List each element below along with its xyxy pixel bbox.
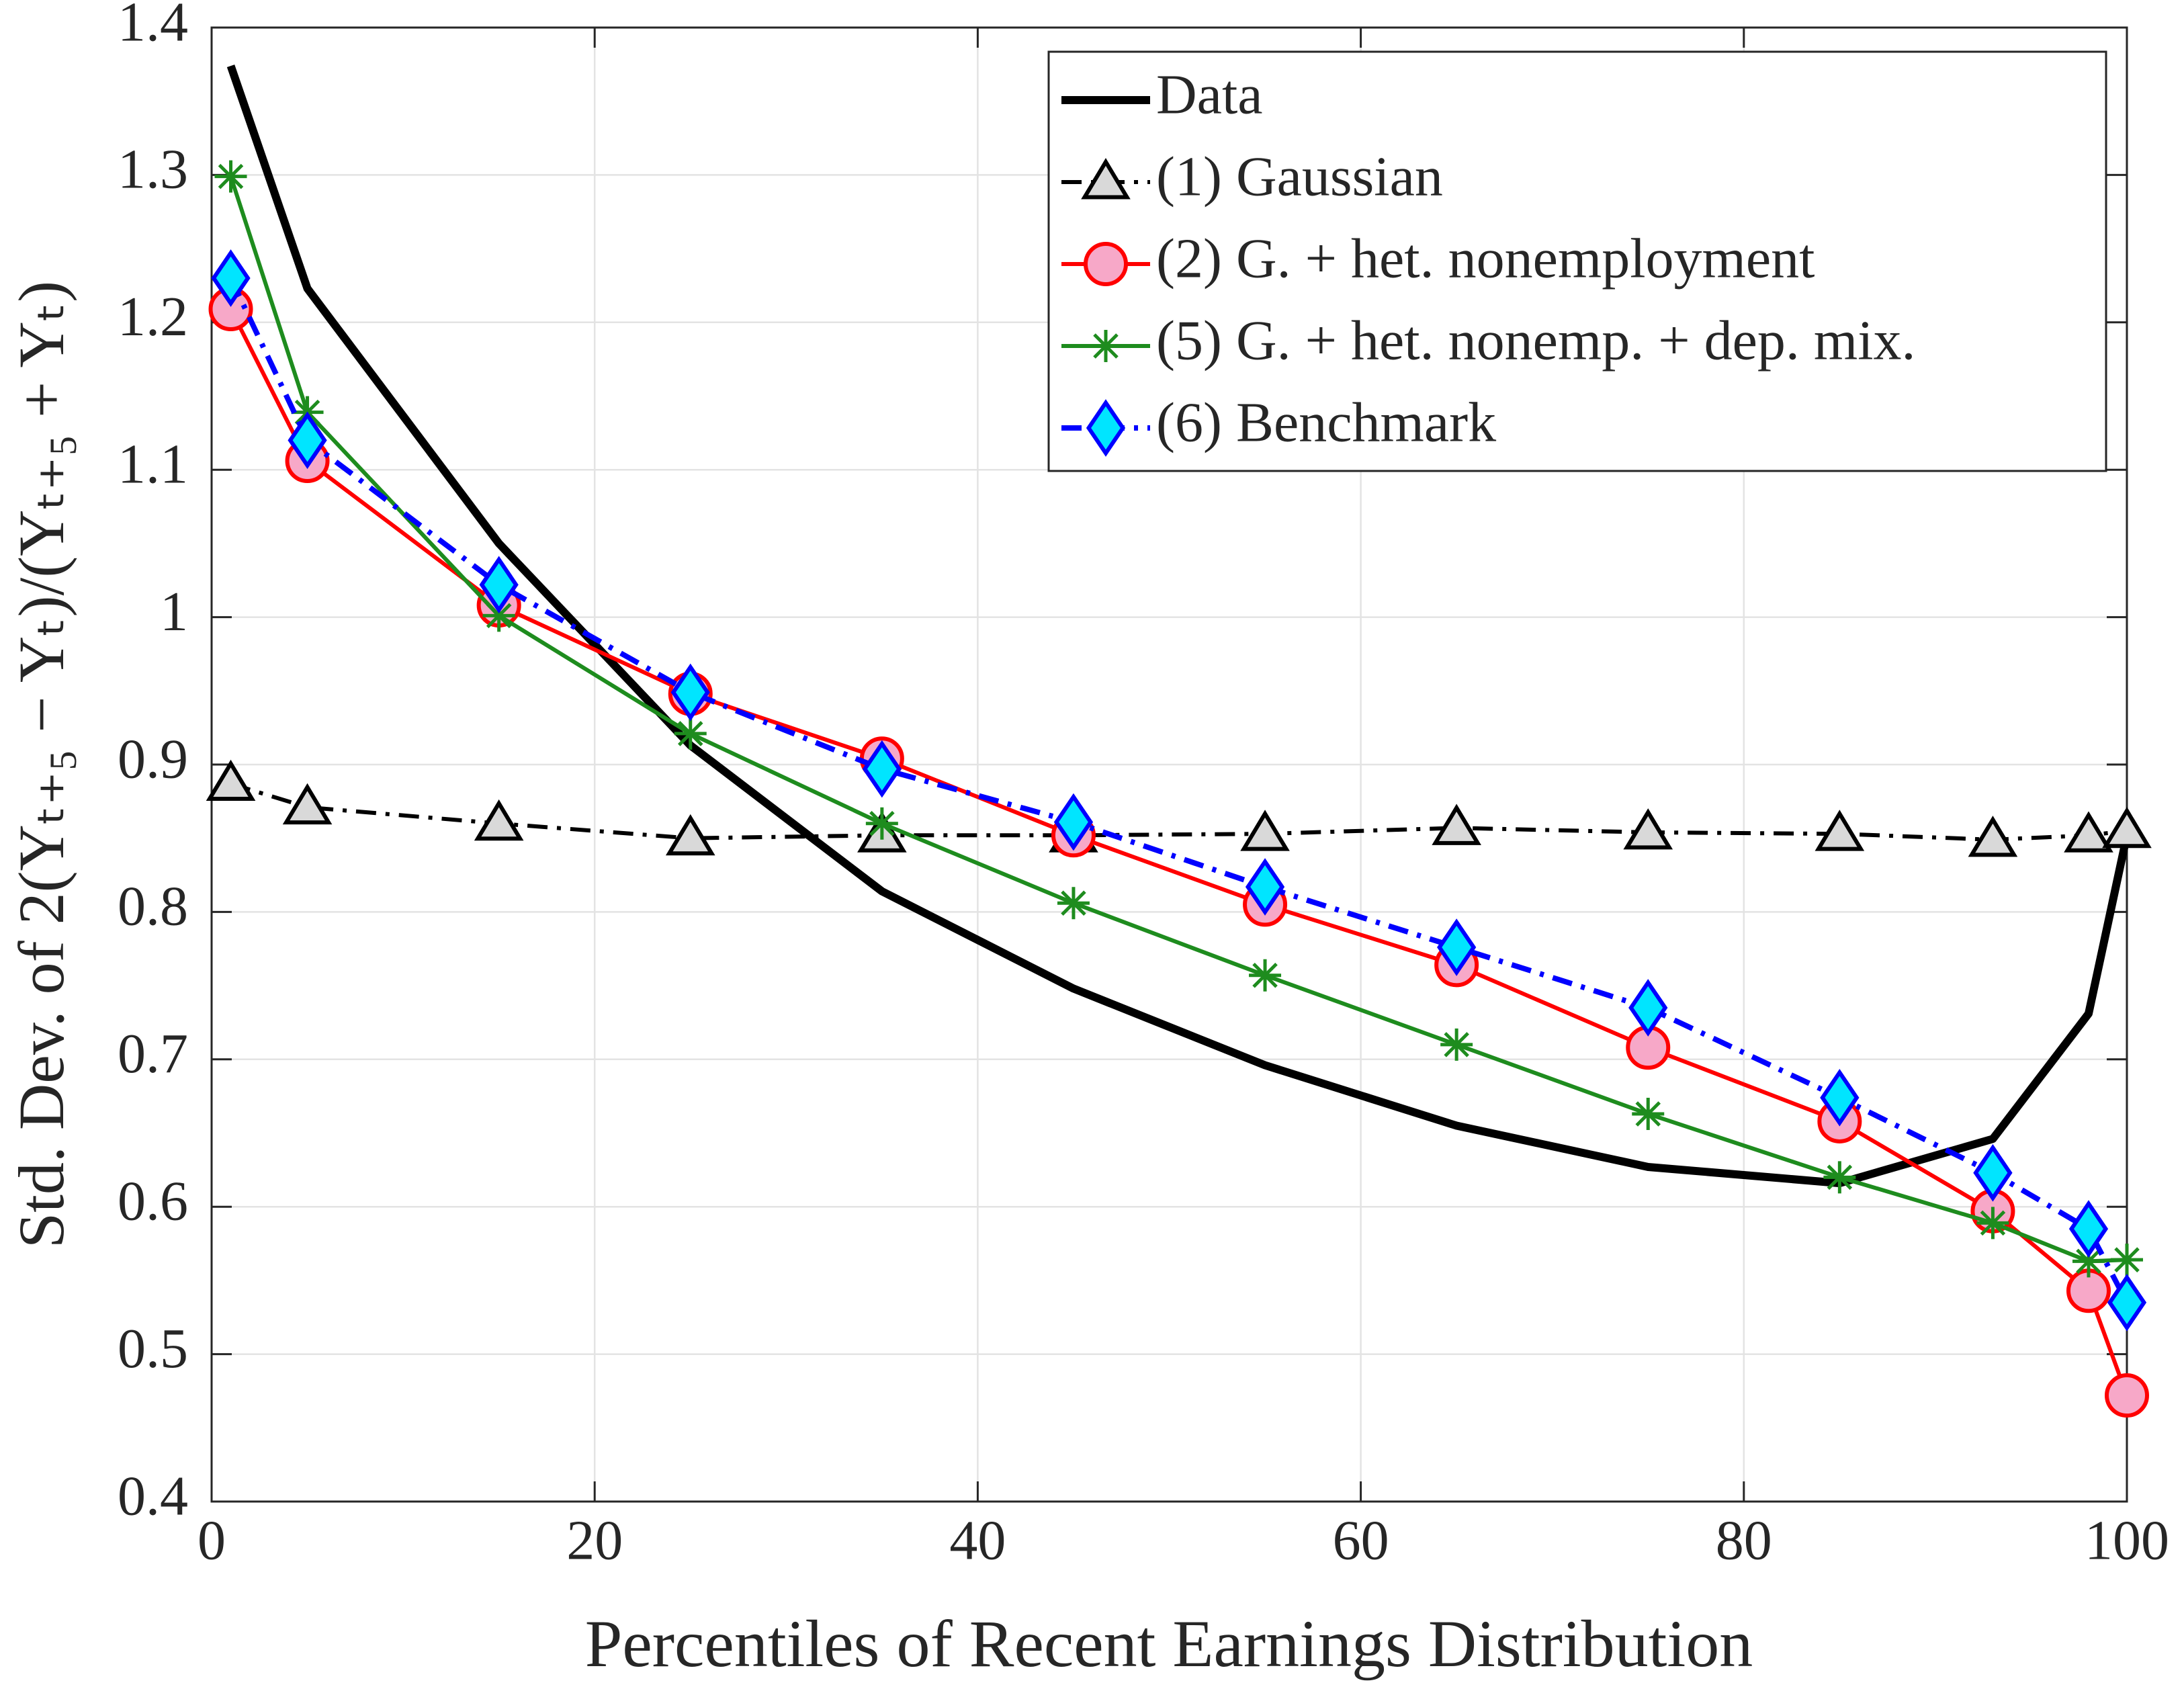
marker [1240,810,1290,851]
marker [211,249,251,307]
marker [288,411,327,470]
x-tick-label: 80 [1716,1509,1772,1571]
marker [2072,1245,2105,1278]
y-tick-label: 1.1 [118,433,188,495]
marker [674,717,707,750]
marker [1968,816,2018,857]
y-tick-label: 0.8 [118,875,188,938]
y-tick-label: 0.6 [118,1170,188,1232]
y-tick-label: 0.5 [118,1317,188,1380]
marker [862,740,902,798]
marker [1057,887,1090,920]
legend-marker [1086,399,1126,457]
marker [1249,959,1282,992]
marker [1628,979,1668,1037]
marker [2111,1244,2143,1276]
marker [1432,804,1481,845]
marker [1053,793,1094,851]
x-tick-label: 40 [949,1509,1006,1571]
legend-marker [1090,330,1122,362]
marker [482,599,515,632]
marker [282,783,333,825]
plot-frame [210,26,2128,1503]
legend-label: (6) Benchmark [1156,391,1496,453]
legend-label: (2) G. + het. nonemployment [1156,227,1815,290]
legend-marker [1084,242,1128,286]
marker [670,663,710,722]
y-tick-label: 0.7 [118,1023,188,1085]
x-tick-label: 100 [2085,1509,2169,1571]
marker [1437,918,1477,976]
x-tick-label: 0 [198,1509,226,1571]
legend-label: (5) G. + het. nonemp. + dep. mix. [1156,309,1916,372]
y-tick-label: 1.3 [118,138,188,201]
marker [2064,811,2113,853]
marker [2068,1200,2109,1258]
marker [2102,806,2152,849]
y-tick-label: 1.4 [118,0,188,53]
legend-label: Data [1156,63,1263,126]
marker [1973,1143,2013,1202]
marker [214,160,247,193]
marker [1823,1161,1856,1194]
y-axis-label: Std. Dev. of 2(Yₜ₊₅ − Yₜ)/(Yₜ₊₅ + Yₜ) [5,281,77,1248]
series-line [226,64,2131,1188]
x-tick-label: 20 [566,1509,623,1571]
legend-marker [1081,158,1131,200]
marker [665,814,715,856]
x-axis-label: Percentiles of Recent Earnings Distribut… [585,1606,1753,1681]
marker [1440,1028,1473,1061]
marker [1245,858,1285,916]
marker [1632,1097,1665,1130]
marker [479,556,519,614]
marker [1820,1069,1860,1127]
y-tick-label: 1.2 [118,286,188,348]
marker [1976,1207,2009,1240]
legend-label: (1) Gaussian [1156,145,1443,208]
y-tick-label: 0.9 [118,728,188,790]
marker [474,799,524,841]
marker [1815,810,1865,851]
marker [865,807,898,840]
marker [2107,1273,2147,1332]
marker [206,759,256,801]
y-tick-label: 0.4 [118,1465,188,1527]
marker [2105,1373,2149,1418]
x-tick-label: 60 [1333,1509,1389,1571]
marker [1623,808,1673,850]
y-tick-label: 1 [160,580,188,643]
legend-box [1047,50,2107,472]
